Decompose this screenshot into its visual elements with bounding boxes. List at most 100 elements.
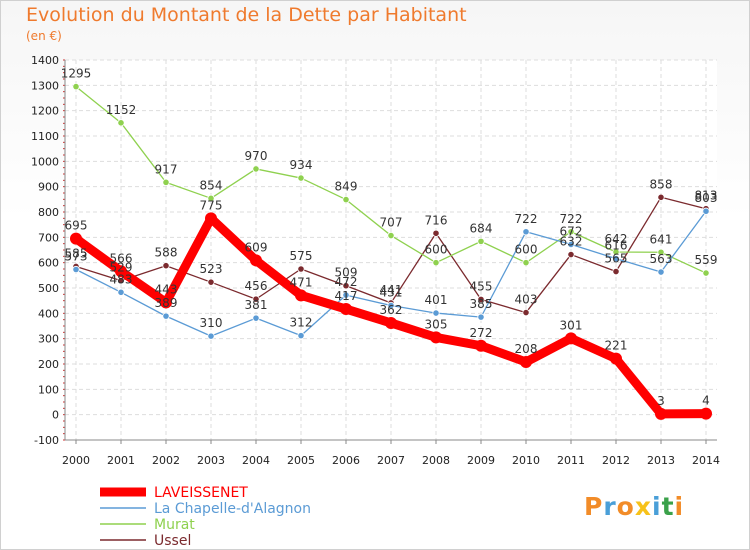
y-tick-label: 300 xyxy=(38,333,59,346)
data-label: 310 xyxy=(200,316,223,330)
x-tick-label: 2003 xyxy=(197,454,225,467)
data-label: 362 xyxy=(380,303,403,317)
data-label: 672 xyxy=(560,224,583,238)
x-tick-label: 2007 xyxy=(377,454,405,467)
data-label: 305 xyxy=(425,317,448,331)
data-label: 441 xyxy=(380,283,403,297)
data-label: 917 xyxy=(155,162,178,176)
y-tick-label: 1300 xyxy=(31,79,59,92)
logo-letter: x xyxy=(634,492,652,521)
series-lines xyxy=(70,83,712,420)
data-point xyxy=(702,207,710,215)
data-point xyxy=(160,296,172,309)
data-point xyxy=(657,193,665,201)
x-tick-label: 2012 xyxy=(602,454,630,467)
legend-entry: Murat xyxy=(154,517,195,533)
data-point xyxy=(117,277,125,285)
data-point xyxy=(297,332,305,340)
data-label: 472 xyxy=(335,275,358,289)
data-point xyxy=(252,295,260,303)
data-point xyxy=(342,282,350,290)
data-label: 707 xyxy=(380,216,403,230)
data-point xyxy=(252,165,260,173)
data-point xyxy=(655,407,667,420)
data-point xyxy=(385,316,397,329)
data-label: 684 xyxy=(470,221,493,235)
data-label: 716 xyxy=(425,213,448,227)
y-tick-label: 1100 xyxy=(31,130,59,143)
x-tick-label: 2000 xyxy=(62,454,90,467)
data-label: 813 xyxy=(695,189,718,203)
logo-letter: t xyxy=(661,492,675,521)
data-label: 588 xyxy=(155,246,178,260)
logo-letter: r xyxy=(603,492,617,521)
data-point xyxy=(387,301,395,310)
data-label: 471 xyxy=(290,275,313,289)
data-label: 401 xyxy=(425,293,448,307)
logo-letter: o xyxy=(616,492,635,521)
data-point xyxy=(612,267,620,276)
data-point xyxy=(657,268,665,276)
data-point xyxy=(565,332,577,345)
data-point xyxy=(475,339,487,352)
data-point xyxy=(612,255,620,263)
data-label: 4 xyxy=(702,394,710,408)
data-label: 722 xyxy=(560,212,583,226)
data-label: 585 xyxy=(65,246,88,260)
data-label: 417 xyxy=(335,289,358,303)
x-tick-label: 2009 xyxy=(467,454,495,467)
data-point xyxy=(430,331,442,344)
data-label: 483 xyxy=(110,272,133,286)
chart-title: Evolution du Montant de la Dette par Hab… xyxy=(26,4,467,26)
data-point xyxy=(207,332,215,340)
data-point xyxy=(477,313,485,321)
data-label: 1295 xyxy=(61,67,92,81)
data-point xyxy=(432,309,440,317)
data-point xyxy=(207,278,215,286)
x-tick-label: 2005 xyxy=(287,454,315,467)
data-label: 849 xyxy=(335,180,358,194)
data-point xyxy=(522,259,530,267)
y-tick-label: 100 xyxy=(38,383,59,396)
axes: -100 0 100 200 300 400 500 600 700 800 900 1000 1100… xyxy=(31,54,720,467)
data-point xyxy=(115,265,127,278)
data-point xyxy=(700,407,712,420)
y-tick-label: 400 xyxy=(38,307,59,320)
logo-letter: i xyxy=(652,492,662,521)
data-label: 312 xyxy=(290,316,313,330)
data-label: 208 xyxy=(515,342,538,356)
data-point xyxy=(252,314,260,322)
data-label: 272 xyxy=(470,326,493,340)
y-tick-label: 1400 xyxy=(31,54,59,67)
data-label: 221 xyxy=(605,339,628,353)
data-label: 854 xyxy=(200,178,223,192)
data-label: 934 xyxy=(290,158,313,172)
y-tick-label: 900 xyxy=(38,181,59,194)
data-point xyxy=(432,259,440,267)
data-point xyxy=(477,295,485,303)
data-label: 431 xyxy=(380,285,403,299)
data-point xyxy=(610,352,622,365)
data-point xyxy=(70,232,82,245)
x-tick-label: 2004 xyxy=(242,454,270,467)
data-point xyxy=(520,355,532,368)
x-tick-label: 2006 xyxy=(332,454,360,467)
y-tick-label: 0 xyxy=(52,409,59,422)
data-point xyxy=(522,228,530,236)
data-label: 529 xyxy=(110,261,133,275)
data-label: 456 xyxy=(245,279,268,293)
data-label: 642 xyxy=(605,232,628,246)
data-point xyxy=(207,194,215,202)
data-point xyxy=(295,289,307,302)
data-point xyxy=(567,228,575,236)
grid xyxy=(65,59,717,441)
data-label: 455 xyxy=(470,279,493,293)
data-point xyxy=(297,174,305,182)
data-point xyxy=(250,254,262,267)
data-label: 523 xyxy=(200,262,223,276)
data-point xyxy=(162,312,170,320)
data-label: 775 xyxy=(200,198,223,212)
data-point xyxy=(162,262,170,270)
